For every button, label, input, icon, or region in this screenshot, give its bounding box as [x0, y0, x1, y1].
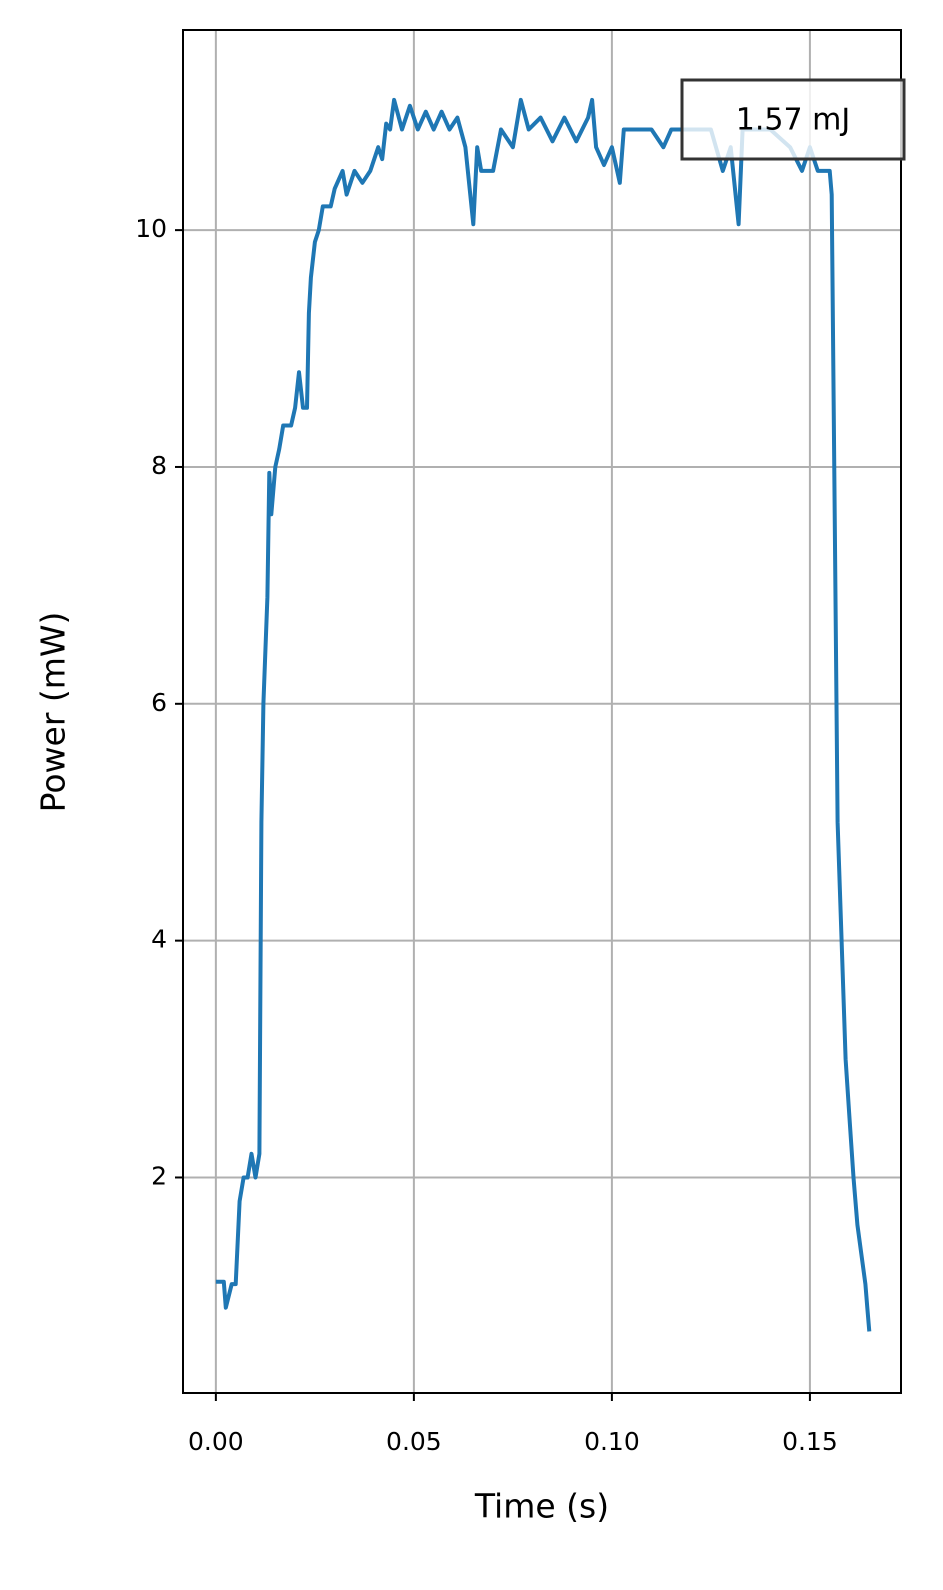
- y-axis-label: Power (mW): [34, 612, 73, 813]
- annotation-box: [680, 78, 906, 161]
- x-tick-label: 0.00: [188, 1427, 244, 1456]
- x-tick-label: 0.15: [782, 1427, 838, 1456]
- y-tick-label: 10: [135, 214, 167, 243]
- plot-frame: [182, 29, 902, 1394]
- y-tick-label: 4: [151, 925, 167, 954]
- y-tick-label: 6: [151, 688, 167, 717]
- x-tick-label: 0.05: [386, 1427, 442, 1456]
- x-axis-label: Time (s): [474, 1487, 609, 1526]
- y-tick-label: 8: [151, 451, 167, 480]
- annotation: 1.57 mJ: [736, 103, 850, 138]
- y-tick-label: 2: [151, 1161, 167, 1190]
- x-tick-label: 0.10: [584, 1427, 640, 1456]
- data-line: [215, 97, 872, 1332]
